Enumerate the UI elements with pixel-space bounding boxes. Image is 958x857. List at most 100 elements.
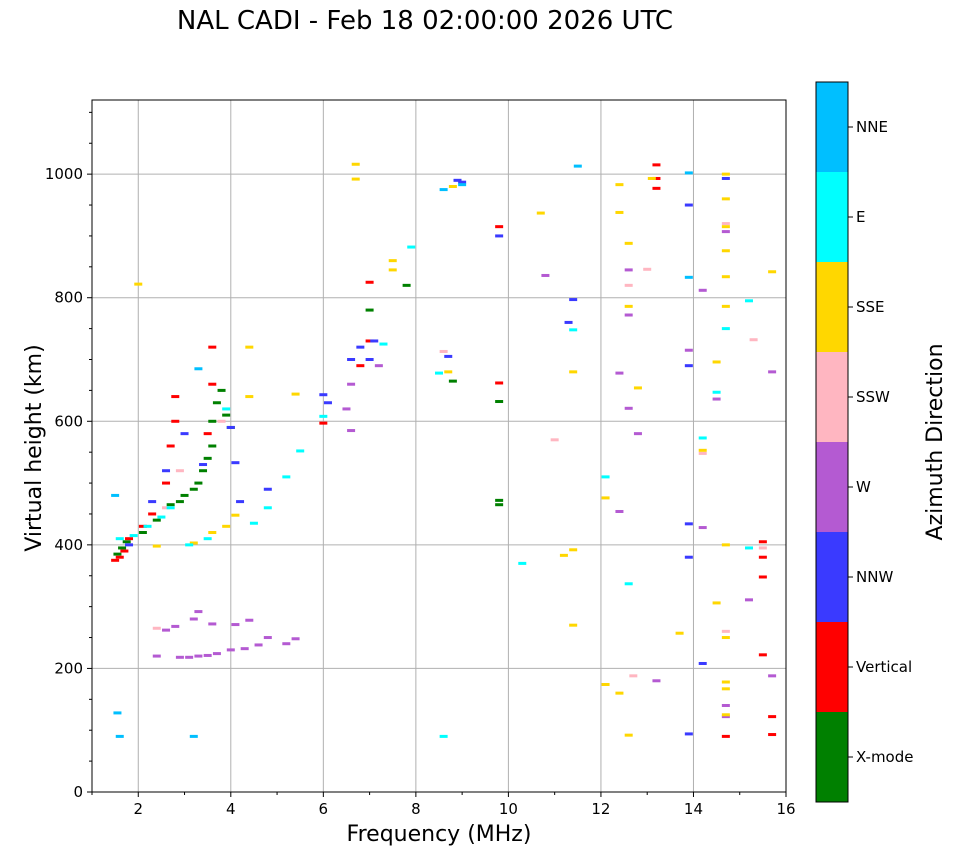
echo-point-ssw: [721, 629, 730, 633]
echo-point-x-mode: [189, 487, 198, 491]
echo-point-x-mode: [495, 400, 504, 404]
colorbar-segment: [816, 262, 848, 352]
echo-point-nnw: [356, 345, 365, 349]
echo-point-x-mode: [199, 469, 208, 473]
echo-point-w: [212, 652, 221, 656]
echo-point-sse: [569, 623, 578, 627]
echo-point-nnw: [180, 432, 189, 436]
colorbar-segment: [816, 442, 848, 532]
echo-point-sse: [721, 249, 730, 253]
echo-point-nnw: [236, 500, 245, 504]
echo-point-nnw: [365, 358, 374, 361]
echo-point-vertical: [758, 540, 767, 544]
echo-point-w: [721, 715, 730, 719]
echo-point-sse: [444, 370, 453, 374]
echo-point-e: [712, 390, 721, 394]
echo-point-sse: [633, 386, 642, 390]
echo-point-nnw: [226, 425, 235, 429]
echo-point-x-mode: [222, 413, 231, 417]
echo-point-sse: [624, 733, 633, 737]
echo-point-e: [698, 436, 707, 440]
echo-point-w: [698, 288, 707, 292]
echo-point-w: [263, 636, 272, 640]
echo-point-vertical: [652, 176, 661, 180]
echo-point-sse: [134, 282, 143, 286]
echo-point-nnw: [721, 176, 730, 180]
echo-point-w: [282, 642, 291, 646]
echo-point-vertical: [652, 163, 661, 167]
echo-point-e: [282, 475, 291, 479]
echo-point-nne: [115, 734, 124, 738]
echo-point-w: [194, 610, 203, 614]
echo-point-ssw: [643, 267, 652, 271]
echo-point-w: [194, 654, 203, 658]
echo-point-e: [439, 734, 448, 738]
echo-point-e: [185, 543, 194, 547]
y-axis-label: Virtual height (km): [22, 344, 47, 551]
echo-point-e: [203, 537, 212, 541]
colorbar-tick-label: SSW: [856, 388, 890, 406]
colorbar: X-mode Vertical NNW W SSW SSE E NNE: [815, 81, 913, 803]
echo-point-nne: [189, 734, 198, 738]
echo-point-sse: [601, 496, 610, 500]
echo-point-vertical: [319, 421, 328, 425]
echo-point-e: [435, 371, 443, 375]
echo-point-nnw: [444, 354, 453, 358]
echo-point-e: [166, 506, 175, 510]
echo-point-x-mode: [194, 481, 203, 485]
echo-point-sse: [721, 225, 730, 229]
echo-point-vertical: [652, 186, 661, 190]
echo-point-sse: [448, 185, 457, 188]
echo-point-ssw: [698, 451, 707, 455]
echo-point-w: [768, 370, 777, 374]
echo-point-e: [744, 299, 753, 303]
echo-point-e: [143, 524, 152, 528]
echo-point-w: [171, 624, 180, 628]
colorbar-frame: [815, 81, 849, 803]
echo-point-nne: [573, 164, 582, 168]
echo-point-w: [712, 397, 721, 401]
plot-frame: [91, 99, 787, 793]
colorbar-tick-label: SSE: [856, 298, 885, 316]
echo-point-x-mode: [208, 419, 217, 423]
echo-point-x-mode: [208, 444, 217, 448]
echo-point-e: [569, 328, 578, 332]
echo-point-w: [768, 674, 777, 678]
colorbar-tick-label: E: [856, 208, 865, 226]
echo-point-w: [240, 647, 249, 651]
echo-point-nnw: [263, 487, 272, 491]
x-tick-label: 2: [133, 800, 143, 818]
echo-point-x-mode: [203, 456, 212, 460]
echo-point-nnw: [698, 661, 707, 665]
colorbar-tick-label: W: [856, 478, 871, 496]
echo-point-w: [342, 407, 351, 411]
echo-point-x-mode: [402, 283, 411, 287]
echo-point-sse: [721, 543, 730, 547]
echo-point-nnw: [684, 555, 693, 559]
echo-point-sse: [388, 268, 397, 272]
echo-point-vertical: [148, 512, 157, 516]
echo-point-nne: [113, 711, 122, 715]
echo-point-w: [245, 618, 254, 622]
x-axis-label: Frequency (MHz): [347, 822, 532, 847]
echo-point-vertical: [758, 653, 767, 657]
echo-point-e: [721, 327, 730, 331]
echo-point-ssw: [217, 419, 226, 423]
x-tick-label: 8: [411, 800, 421, 818]
y-tick-label: 800: [54, 289, 83, 307]
echo-point-sse: [768, 270, 777, 274]
echo-point-vertical: [768, 715, 777, 719]
echo-point-sse: [647, 176, 656, 180]
echo-point-nnw: [564, 320, 573, 324]
echo-point-e: [744, 546, 753, 550]
echo-point-w: [189, 617, 198, 621]
echo-point-ssw: [749, 338, 758, 342]
echo-point-nnw: [319, 393, 328, 397]
echo-point-sse: [624, 304, 633, 308]
echo-point-sse: [388, 259, 397, 263]
echo-point-sse: [245, 395, 254, 399]
echo-point-nnw: [370, 339, 379, 343]
echo-point-w: [185, 655, 194, 659]
echo-point-vertical: [171, 395, 180, 399]
